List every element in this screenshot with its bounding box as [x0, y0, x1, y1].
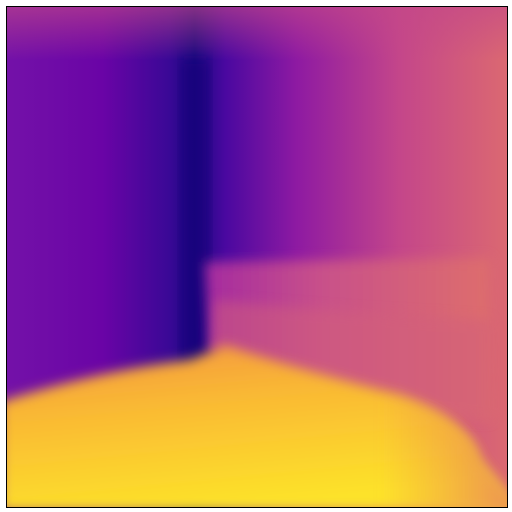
- floor-shade: [380, 390, 508, 508]
- corner: [180, 60, 210, 360]
- ceiling: [6, 6, 508, 60]
- bed-cover: [210, 300, 490, 420]
- frame-border: [6, 6, 508, 508]
